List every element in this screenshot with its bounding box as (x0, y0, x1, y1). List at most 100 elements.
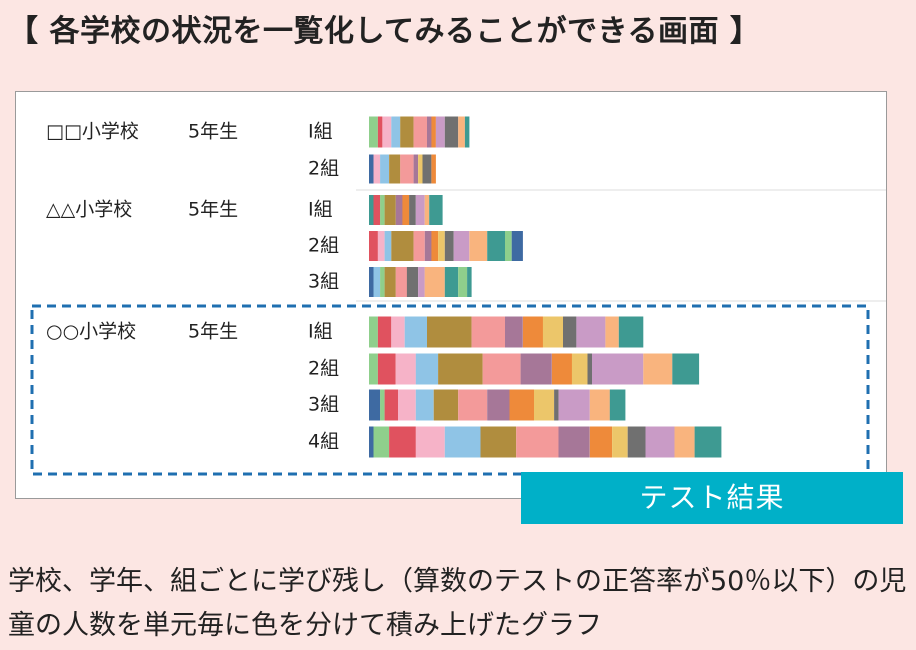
class-label: Ⅰ組 (308, 121, 333, 143)
bar-segment (424, 231, 432, 261)
bar-segment (558, 389, 590, 421)
bar-segment (373, 426, 390, 458)
bar-segment (672, 353, 700, 385)
bar-segment (384, 267, 396, 297)
bar-segment (377, 316, 392, 348)
bar-segment (402, 195, 410, 225)
bar-segment (618, 316, 644, 348)
bar-segment (415, 389, 434, 421)
bar-segment (609, 389, 626, 421)
bar-segment (571, 353, 588, 385)
bar-segment (369, 426, 374, 458)
bar-segment (369, 195, 374, 225)
bar-segment (369, 389, 381, 421)
bar-segment (389, 154, 401, 184)
bar-segment (558, 426, 590, 458)
grade-label: 5年生 (188, 121, 238, 143)
bar-segment (377, 231, 385, 261)
bar-segment (458, 389, 488, 421)
bar-segment (369, 231, 378, 261)
bar-segment (398, 389, 416, 421)
bar-segment (369, 154, 374, 184)
bar-segment (400, 116, 414, 148)
bar-segment (380, 267, 385, 297)
school-name-label: □□小学校 (46, 121, 139, 143)
bar-segment (382, 116, 392, 148)
bar-segment (505, 231, 512, 261)
bar-segment (505, 316, 523, 348)
bar-segment (516, 426, 559, 458)
bar-segment (469, 231, 488, 261)
bar-segment (589, 426, 613, 458)
bar-segment (612, 426, 628, 458)
bar-segment (592, 353, 644, 385)
bar-segment (427, 116, 432, 148)
bar-segment (413, 116, 427, 148)
bar-segment (431, 116, 436, 148)
bar-segment (373, 195, 381, 225)
bar-segment (380, 154, 389, 184)
bar-segment (587, 353, 592, 385)
bar-segment (384, 231, 392, 261)
bar-segment (391, 231, 414, 261)
bar-segment (373, 154, 381, 184)
bar-segment (522, 316, 543, 348)
bar-segment (395, 267, 407, 297)
bar-segment (554, 389, 559, 421)
bar-segment (509, 389, 534, 421)
bar-segment (404, 316, 427, 348)
bar-segment (424, 195, 430, 225)
bar-segment (435, 116, 445, 148)
class-label: 3組 (308, 394, 339, 416)
bar-segment (377, 116, 383, 148)
class-label: Ⅰ組 (308, 199, 333, 221)
bar-segment (409, 195, 416, 225)
bar-segment (431, 231, 439, 261)
bar-segment (415, 426, 445, 458)
bar-segment (373, 267, 381, 297)
class-label: 2組 (308, 235, 339, 257)
bar-segment (400, 154, 414, 184)
chart-description: 学校、学年、組ごとに学び残し（算数のテストの正答率が50％以下）の児童の人数を単… (8, 566, 907, 641)
bar-segment (424, 267, 445, 297)
bar-segment (406, 267, 419, 297)
bar-segment (369, 316, 378, 348)
bar-segment (415, 195, 425, 225)
bar-segment (563, 316, 577, 348)
school-name-label: ○○小学校 (46, 321, 136, 343)
page-heading: 【 各学校の状況を一覧化してみることができる画面 】 (8, 14, 761, 49)
bar-segment (482, 353, 521, 385)
school-name-label: △△小学校 (46, 199, 132, 221)
bar-segment (369, 353, 378, 385)
bar-segment (444, 426, 481, 458)
class-label: 2組 (308, 158, 339, 180)
bar-segment (380, 195, 385, 225)
bar-segment (438, 353, 483, 385)
bar-segment (520, 353, 552, 385)
class-label: Ⅰ組 (308, 321, 333, 343)
grade-label: 5年生 (188, 199, 238, 221)
bar-segment (418, 267, 425, 297)
bar-segment (467, 267, 472, 297)
bar-segment (369, 116, 378, 148)
bar-segment (542, 316, 563, 348)
bar-segment (377, 353, 396, 385)
class-label: 4組 (308, 431, 339, 453)
bar-segment (389, 426, 416, 458)
bar-segment (551, 353, 572, 385)
bar-segment (444, 231, 454, 261)
bar-segment (413, 231, 425, 261)
bar-segment (431, 154, 436, 184)
bar-segment (645, 426, 675, 458)
bar-segment (384, 389, 398, 421)
class-label: 3組 (308, 271, 339, 293)
bar-segment (458, 267, 468, 297)
bar-segment (395, 353, 416, 385)
bar-segment (674, 426, 695, 458)
bar-segment (576, 316, 606, 348)
bar-segment (413, 154, 419, 184)
bar-segment (605, 316, 619, 348)
bar-segment (415, 353, 439, 385)
stacked-bar-chart: □□小学校 5年生 Ⅰ組 2組 △△小学校 5年生 Ⅰ組 2組 3組 ○○小学校 5年生 Ⅰ組 2組 3組… (30, 116, 886, 476)
bar-segment (444, 267, 459, 297)
